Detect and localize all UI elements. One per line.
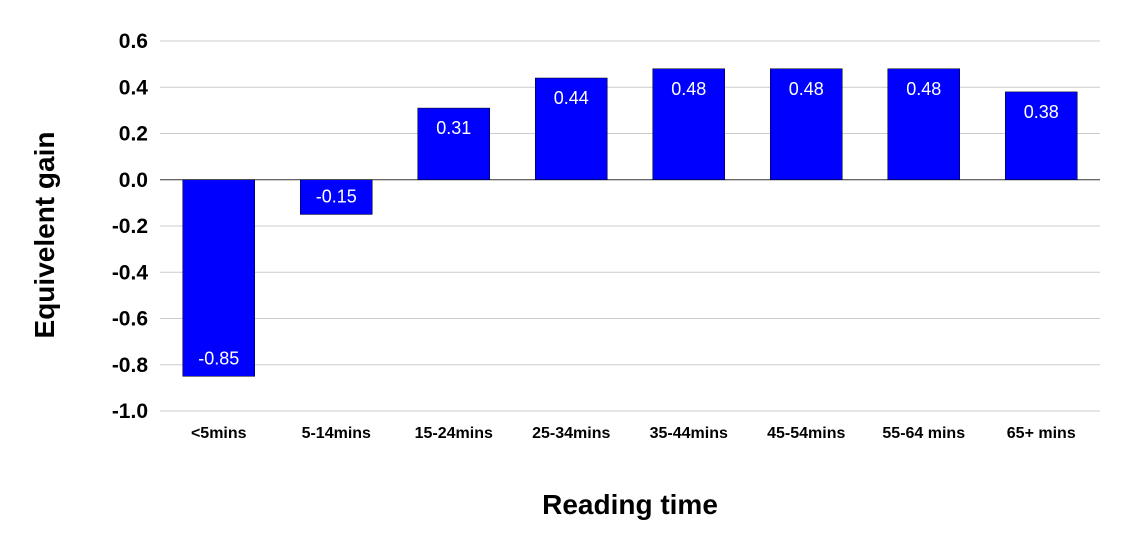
y-tick-label: 0.4 <box>119 76 149 99</box>
bar <box>417 107 490 180</box>
data-label: 0.48 <box>906 79 941 99</box>
y-tick-label: -0.6 <box>112 308 148 331</box>
bar <box>182 179 255 377</box>
y-tick-label: 0.0 <box>119 169 148 192</box>
x-axis-title: Reading time <box>542 489 718 520</box>
y-tick-label: 0.6 <box>119 30 148 53</box>
data-label: 0.38 <box>1024 102 1059 122</box>
y-tick-label: -1.0 <box>112 400 148 423</box>
y-axis-ticks: 0.6 0.4 0.2 0.0 -0.2 -0.4 -0.6 -0.8 -1.0 <box>112 30 149 423</box>
y-tick-label: -0.4 <box>112 261 149 284</box>
x-tick-label: 35-44mins <box>650 425 728 442</box>
x-tick-label: 5-14mins <box>302 425 371 442</box>
y-axis-title: Equivelent gain <box>29 132 60 339</box>
x-tick-label: 45-54mins <box>767 425 845 442</box>
data-label: 0.31 <box>436 118 471 138</box>
x-tick-label: <5mins <box>191 425 247 442</box>
data-label: 0.44 <box>554 88 589 108</box>
bar <box>770 68 843 180</box>
y-tick-label: -0.8 <box>112 354 149 377</box>
bar <box>1005 91 1078 180</box>
bar <box>652 68 725 180</box>
bar <box>300 179 373 215</box>
y-tick-label: -0.2 <box>112 215 148 238</box>
bars: -0.85 -0.15 0.31 0.44 0.48 0.48 0.48 0.38 <box>182 68 1078 377</box>
x-tick-label: 55-64 mins <box>882 425 965 442</box>
x-axis-ticks: <5mins 5-14mins 15-24mins 25-34mins 35-44min… <box>191 425 1076 442</box>
x-tick-label: 65+ mins <box>1007 425 1076 442</box>
data-label: -0.85 <box>198 348 239 368</box>
x-tick-label: 15-24mins <box>415 425 493 442</box>
data-label: -0.15 <box>316 186 357 206</box>
data-label: 0.48 <box>671 79 706 99</box>
y-tick-label: 0.2 <box>119 123 148 146</box>
x-tick-label: 25-34mins <box>532 425 610 442</box>
bar <box>887 68 960 180</box>
bar <box>535 77 608 180</box>
data-label: 0.48 <box>789 79 824 99</box>
